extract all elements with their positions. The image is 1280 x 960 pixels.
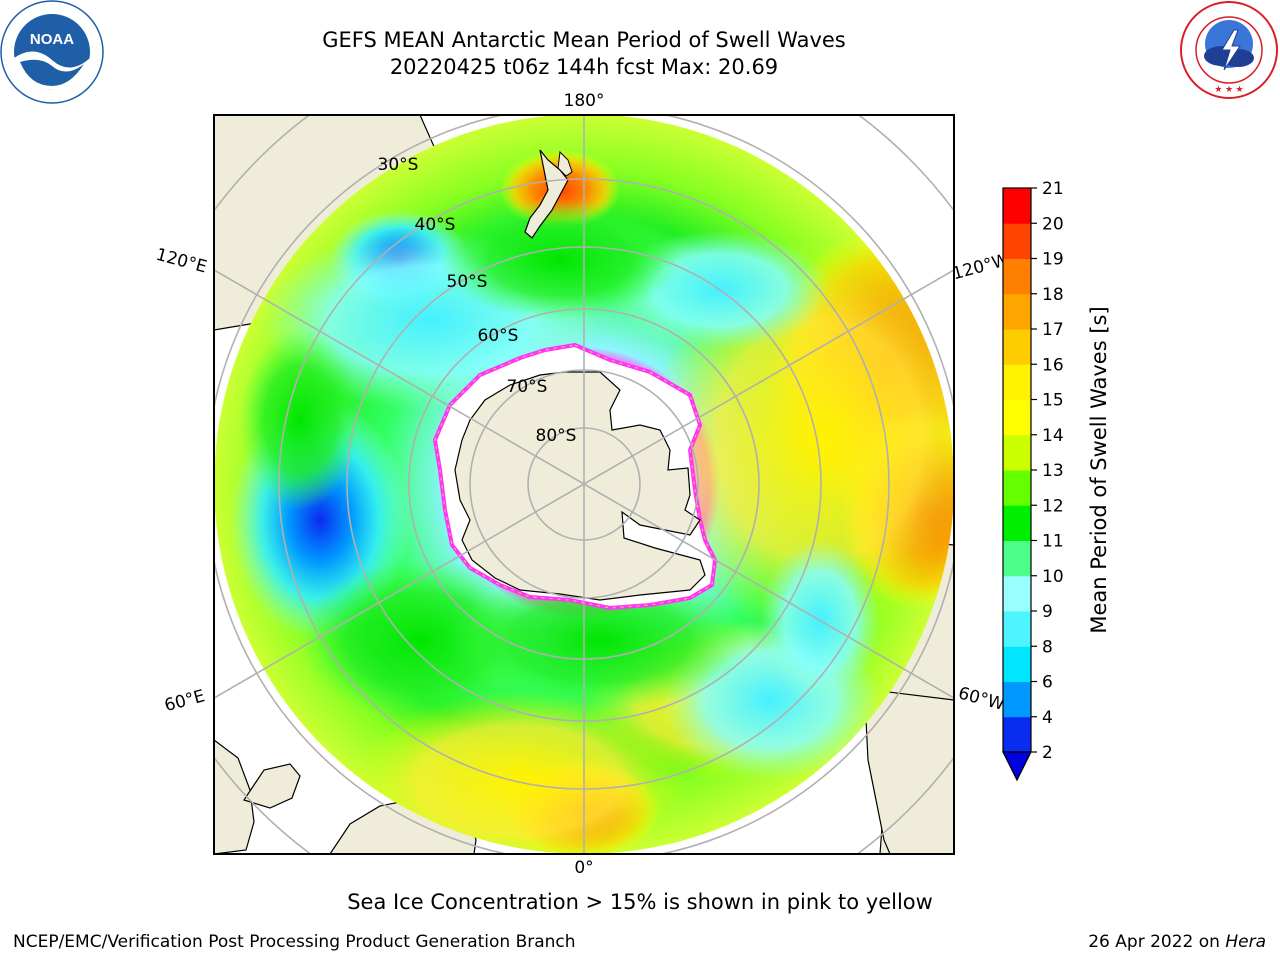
- colorbar-tick-label: 13: [1042, 461, 1064, 481]
- footer-date: 26 Apr 2022 on Hera: [1088, 932, 1266, 952]
- svg-text:★ ★ ★: ★ ★ ★: [1214, 84, 1243, 94]
- sea-ice-caption: Sea Ice Concentration > 15% is shown in …: [347, 890, 933, 914]
- colorbar: 2 4 6 8 9 10 11 12 13 14 15 16 17 18 19 20 21 Mean Perio…: [1002, 179, 1111, 782]
- colorbar-cell: [1003, 575, 1031, 612]
- colorbar-cell: [1003, 470, 1031, 506]
- noaa-logo: NOAA: [0, 0, 104, 104]
- colorbar-tick-label: 20: [1042, 214, 1064, 234]
- chart-title: GEFS MEAN Antarctic Mean Period of Swell…: [322, 28, 846, 52]
- chart-subtitle: 20220425 t06z 144h fcst Max: 20.69: [389, 55, 779, 79]
- graticule: [214, 115, 954, 854]
- colorbar-extend-triangle: [1002, 751, 1032, 782]
- map-frame: [213, 114, 955, 855]
- madagascar-land: [243, 763, 301, 809]
- colorbar-tick-label: 14: [1042, 426, 1064, 446]
- colorbar-cell: [1003, 399, 1031, 436]
- colorbar-tick-label: 12: [1042, 496, 1064, 516]
- lon-label-60w: 60°W: [956, 683, 1007, 715]
- colorbar-cell: [1003, 716, 1031, 753]
- footer-host: Hera: [1225, 932, 1266, 952]
- noaa-logo-text: NOAA: [30, 31, 74, 48]
- footer-credit: NCEP/EMC/Verification Post Processing Pr…: [13, 932, 576, 952]
- lat-label-70s: 70°S: [507, 377, 548, 397]
- colorbar-tick-label: 8: [1042, 637, 1053, 657]
- colorbar-cell: [1003, 505, 1031, 541]
- colorbar-tick-label: 4: [1042, 708, 1053, 728]
- lat-label-30s: 30°S: [378, 155, 419, 175]
- colorbar-tick-label: 2: [1042, 743, 1053, 763]
- colorbar-tick-label: 19: [1042, 250, 1064, 270]
- footer-date-text: 26 Apr 2022 on: [1088, 932, 1220, 952]
- africa-land: [214, 739, 255, 854]
- colorbar-cell: [1003, 329, 1031, 365]
- colorbar-tick-label: 21: [1042, 179, 1064, 199]
- colorbar-cell: [1003, 223, 1031, 259]
- colorbar-tick-label: 6: [1042, 673, 1053, 693]
- colorbar-cell: [1003, 434, 1031, 471]
- colorbar-cell: [1003, 188, 1031, 224]
- colorbar-cell: [1003, 540, 1031, 577]
- lon-label-180: 180°: [564, 91, 605, 111]
- colorbar-label: Mean Period of Swell Waves [s]: [1087, 306, 1111, 633]
- lon-label-120w: 120°W: [950, 250, 1011, 284]
- colorbar-cell: [1003, 646, 1031, 682]
- colorbar-cell: [1003, 611, 1031, 647]
- colorbar-tick-label: 15: [1042, 391, 1064, 411]
- colorbar-cell: [1003, 293, 1031, 330]
- lat-label-80s: 80°S: [536, 426, 577, 446]
- colorbar-cell: [1003, 258, 1031, 295]
- nws-logo: ★ ★ ★: [1180, 1, 1278, 99]
- ocean-field: [214, 115, 954, 854]
- lat-label-40s: 40°S: [415, 215, 456, 235]
- colorbar-tick-label: 11: [1042, 532, 1064, 552]
- colorbar-cell: [1003, 364, 1031, 400]
- lat-label-60s: 60°S: [478, 326, 519, 346]
- lon-label-0: 0°: [574, 858, 593, 878]
- chile-coast-land: [865, 689, 954, 854]
- lat-label-50s: 50°S: [447, 272, 488, 292]
- colorbar-tick-label: 9: [1042, 602, 1053, 622]
- lon-label-120e: 120°E: [154, 245, 209, 278]
- lon-label-60e: 60°E: [162, 686, 207, 716]
- colorbar-tick-label: 16: [1042, 355, 1064, 375]
- colorbar-tick-label: 18: [1042, 285, 1064, 305]
- colorbar-tick-label: 17: [1042, 320, 1064, 340]
- colorbar-cell: [1003, 681, 1031, 718]
- colorbar-tick-label: 10: [1042, 567, 1064, 587]
